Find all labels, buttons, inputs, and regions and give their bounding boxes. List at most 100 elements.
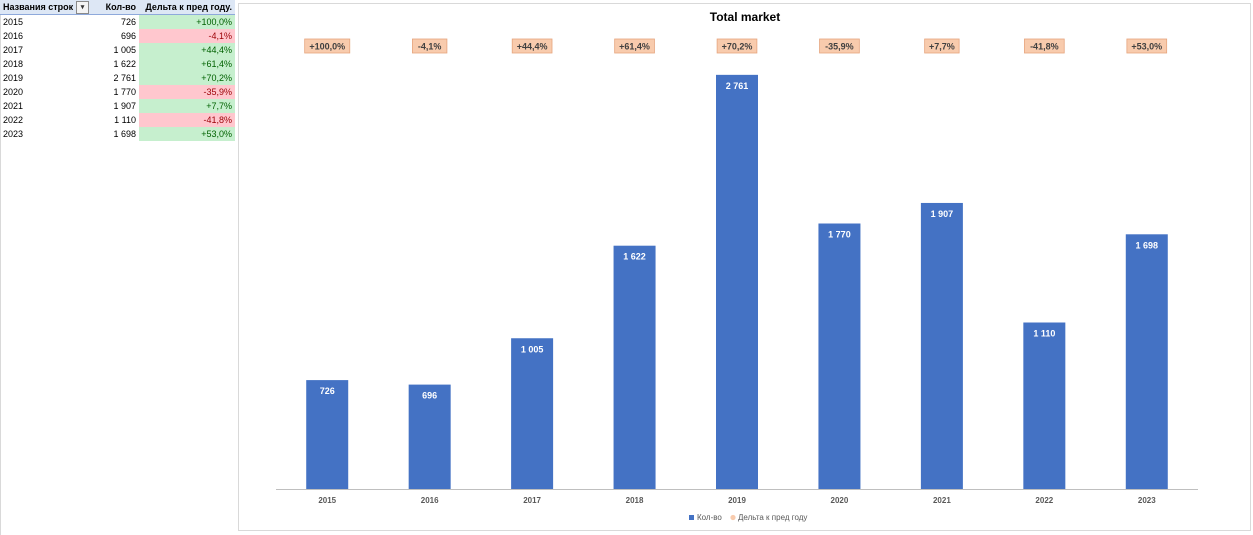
x-tick-label: 2018 (626, 496, 644, 505)
row-label-cell[interactable]: 2022 (3, 115, 24, 125)
row-label-cell[interactable]: 2023 (3, 129, 24, 139)
bar-2019[interactable] (716, 74, 758, 489)
bar-2018[interactable] (613, 245, 656, 489)
bar-value-label: 2 761 (726, 81, 749, 91)
table-row[interactable]: 2020 1 770 -35,9% (0, 85, 235, 99)
bar-value-label: 1 698 (1136, 240, 1159, 250)
bar-2022[interactable] (1023, 322, 1066, 490)
row-label-cell[interactable]: 2020 (3, 87, 24, 97)
bar-value-label: 726 (320, 386, 335, 396)
bar-2020[interactable] (818, 223, 861, 490)
delta-cell[interactable]: +53,0% (139, 127, 235, 141)
delta-label-box (412, 38, 448, 54)
pivot-header-row-labels-text: Названия строк (3, 2, 74, 12)
row-label-cell[interactable]: 2017 (3, 45, 24, 55)
sheet-left-border (0, 14, 1, 535)
delta-label-box (511, 38, 553, 54)
bar-value-label: 1 110 (1033, 329, 1055, 339)
row-label-cell[interactable]: 2019 (3, 73, 24, 83)
x-tick-label: 2017 (523, 496, 541, 505)
row-label-cell[interactable]: 2015 (3, 17, 24, 27)
delta-label: +44,4% (517, 42, 548, 52)
count-cell[interactable]: 1 907 (113, 101, 136, 111)
table-row[interactable]: 2021 1 907 +7,7% (0, 99, 235, 113)
delta-labels: +100,0% -4,1% +44,4% +61,4% +70,2% -35,9% +7,7… (304, 38, 1168, 54)
bar-2017[interactable] (511, 338, 554, 489)
bar-2021[interactable] (920, 202, 963, 489)
delta-label-box (924, 38, 960, 54)
bar-value-label: 1 770 (828, 230, 851, 240)
table-row[interactable]: 2017 1 005 +44,4% (0, 43, 235, 57)
bar-value-label: 696 (422, 391, 437, 401)
bar-chart: Total market +100,0% -4,1% +44,4% +61,4% +70… (276, 10, 1198, 522)
bar-value-label: 1 907 (931, 209, 954, 219)
legend-label-delta: Дельта к пред году (738, 513, 807, 522)
legend-label-count: Кол-во (697, 513, 722, 522)
table-row[interactable]: 2018 1 622 +61,4% (0, 57, 235, 71)
bar-2023[interactable] (1125, 234, 1168, 489)
delta-label-box (1024, 38, 1065, 54)
delta-cell[interactable]: +100,0% (139, 14, 235, 29)
delta-label-box (819, 38, 860, 54)
table-row[interactable]: 2023 1 698 +53,0% (0, 127, 235, 141)
delta-label: +61,4% (619, 42, 650, 52)
table-row[interactable]: 2016 696 -4,1% (0, 29, 235, 43)
delta-label-box (304, 38, 351, 54)
bars: 726 696 1 005 1 622 2 761 1 770 1 907 1 110 1 69… (306, 74, 1168, 490)
delta-cell[interactable]: +7,7% (139, 99, 235, 113)
delta-label: -35,9% (825, 42, 854, 52)
bar-2015[interactable] (306, 380, 349, 489)
x-tick-label: 2022 (1035, 496, 1053, 505)
delta-label-box (1126, 38, 1168, 54)
count-cell[interactable]: 1 110 (114, 115, 136, 125)
delta-label-box (614, 38, 655, 54)
delta-cell[interactable]: +70,2% (139, 71, 235, 85)
chart-legend[interactable]: Кол-во Дельта к пред году (689, 513, 807, 522)
x-tick-label: 2019 (728, 496, 746, 505)
chart-title: Total market (710, 10, 780, 24)
filter-dropdown-icon[interactable]: ▾ (76, 1, 89, 14)
count-cell[interactable]: 2 761 (113, 73, 136, 83)
count-cell[interactable]: 1 622 (113, 59, 136, 69)
count-cell[interactable]: 1 698 (113, 129, 136, 139)
row-label-cell[interactable]: 2021 (3, 101, 24, 111)
delta-cell[interactable]: -35,9% (139, 85, 235, 99)
row-label-cell[interactable]: 2016 (3, 31, 24, 41)
legend-swatch-count (689, 515, 694, 520)
delta-label: -41,8% (1030, 42, 1059, 52)
delta-cell[interactable]: -4,1% (139, 29, 235, 43)
pivot-header-row-labels[interactable]: Названия строк ▾ (0, 0, 91, 15)
chart-frame[interactable]: Total market +100,0% -4,1% +44,4% +61,4% +70… (238, 3, 1251, 531)
delta-cell[interactable]: +61,4% (139, 57, 235, 71)
count-cell[interactable]: 726 (120, 17, 136, 27)
delta-label: +7,7% (929, 42, 955, 52)
x-tick-label: 2020 (831, 496, 849, 505)
bar-value-label: 1 005 (521, 344, 544, 354)
table-row[interactable]: 2019 2 761 +70,2% (0, 71, 235, 85)
delta-cell[interactable]: -41,8% (139, 113, 235, 127)
delta-label: +53,0% (1131, 42, 1162, 52)
pivot-body: 2015 726 +100,0% 2016 696 -4,1% 2017 1 005 +44,4… (0, 14, 235, 141)
x-tick-labels: 2015 2016 2017 2018 2019 2020 2021 2022 2023 (318, 496, 1156, 505)
row-label-cell[interactable]: 2018 (3, 59, 24, 69)
delta-label: -4,1% (418, 42, 442, 52)
count-cell[interactable]: 1 005 (113, 45, 136, 55)
delta-label: +70,2% (722, 42, 753, 52)
bar-value-label: 1 622 (623, 252, 646, 262)
delta-cell[interactable]: +44,4% (139, 43, 235, 57)
pivot-table: Названия строк ▾ Кол-во Дельта к пред го… (0, 0, 235, 141)
bar-2016[interactable] (408, 384, 451, 489)
pivot-header-delta[interactable]: Дельта к пред году. (139, 0, 235, 15)
x-tick-label: 2021 (933, 496, 951, 505)
x-tick-label: 2016 (421, 496, 439, 505)
pivot-header-row: Названия строк ▾ Кол-во Дельта к пред го… (0, 0, 235, 15)
table-row[interactable]: 2015 726 +100,0% (0, 14, 235, 29)
table-row[interactable]: 2022 1 110 -41,8% (0, 113, 235, 127)
x-tick-label: 2023 (1138, 496, 1156, 505)
count-cell[interactable]: 696 (120, 31, 136, 41)
count-cell[interactable]: 1 770 (113, 87, 136, 97)
delta-label-box (716, 38, 758, 54)
pivot-header-count[interactable]: Кол-во (91, 0, 139, 15)
legend-swatch-delta (730, 514, 736, 521)
